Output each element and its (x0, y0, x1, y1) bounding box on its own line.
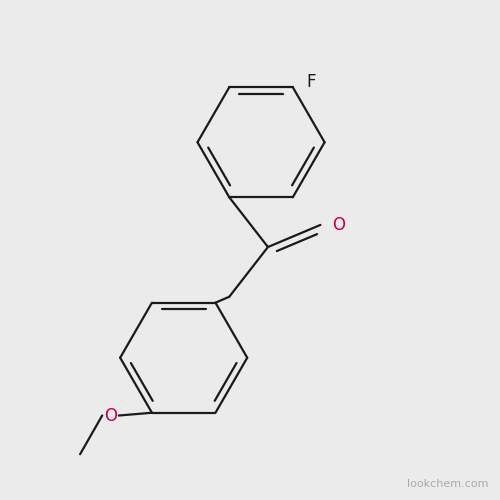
Text: F: F (306, 72, 316, 90)
Text: O: O (332, 216, 345, 234)
Text: O: O (104, 406, 117, 424)
Text: lookchem.com: lookchem.com (407, 478, 488, 488)
